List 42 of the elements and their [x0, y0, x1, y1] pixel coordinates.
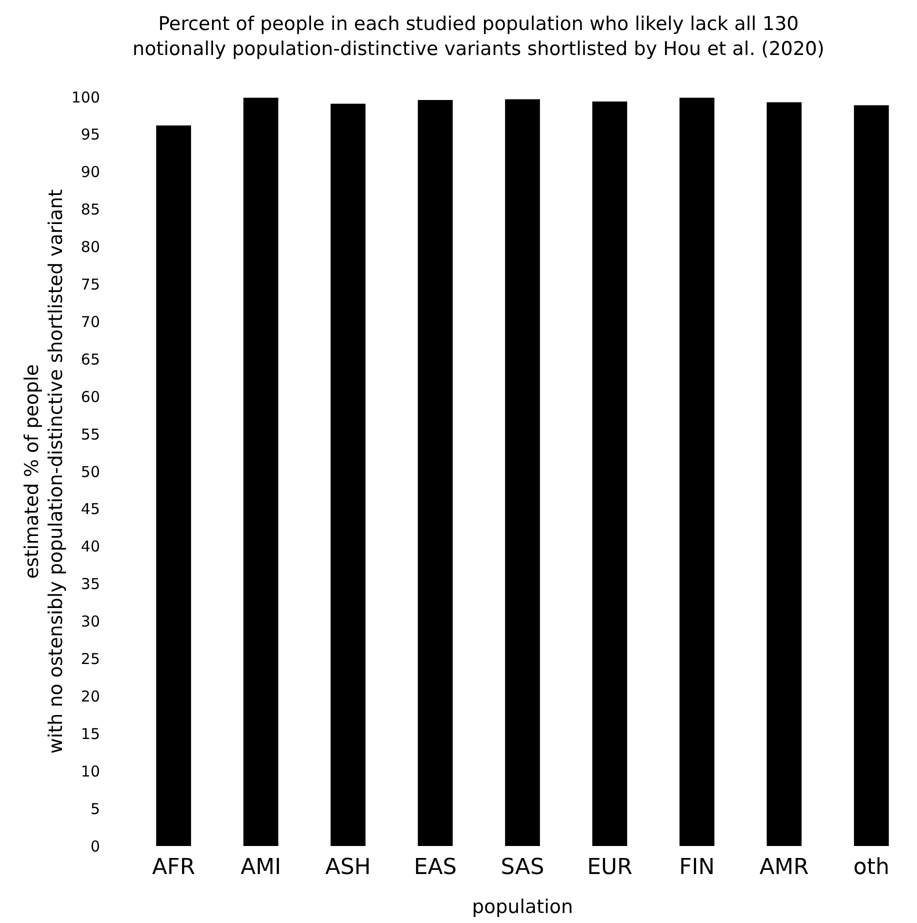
y-tick-label: 0 — [90, 837, 100, 856]
x-tick-label: FIN — [679, 855, 715, 880]
x-tick-label: AMI — [240, 855, 282, 880]
y-tick-label: 55 — [80, 425, 100, 444]
y-tick-label: 5 — [90, 800, 100, 818]
y-tick-label: 90 — [80, 163, 100, 182]
y-tick-label: 65 — [80, 350, 100, 368]
y-tick-label: 75 — [80, 276, 100, 294]
x-tick-label: AFR — [152, 855, 196, 880]
y-tick-label: 85 — [80, 200, 100, 219]
y-axis-title: estimated % of people with no ostensibly population-distinctive shortlisted variant — [21, 189, 67, 754]
bar — [156, 125, 192, 846]
bar — [854, 105, 889, 846]
bar — [418, 100, 453, 846]
y-tick-label: 45 — [80, 500, 100, 518]
y-tick-label: 95 — [80, 126, 100, 144]
x-tick-label: EAS — [414, 855, 457, 880]
y-tick-label: 40 — [80, 538, 100, 556]
y-tick-label: 10 — [80, 762, 100, 780]
bar — [330, 104, 366, 846]
y-tick-label: 35 — [80, 575, 100, 594]
y-tick-label: 100 — [71, 88, 100, 106]
x-tick-label: SAS — [500, 855, 544, 880]
y-tick-label: 25 — [80, 650, 100, 668]
y-tick-label: 80 — [80, 238, 100, 256]
x-axis-title: population — [472, 896, 574, 918]
bar — [766, 102, 802, 846]
x-tick-label: EUR — [587, 855, 632, 880]
x-tick-label: ASH — [325, 855, 371, 880]
y-tick-label: 60 — [80, 388, 100, 406]
y-tick-label: 15 — [80, 724, 100, 743]
y-tick-label: 20 — [80, 687, 100, 706]
x-tick-label: oth — [853, 855, 890, 880]
bar — [680, 98, 714, 846]
y-tick-label: 70 — [80, 312, 100, 331]
chart-title: Percent of people in each studied population who likely lack all 130 notionally population-distinctive variants shortlisted by Hou et al. (2020) — [132, 13, 824, 60]
bar — [592, 101, 628, 846]
y-tick-label: 50 — [80, 462, 100, 481]
bar — [243, 98, 278, 846]
x-tick-label: AMR — [760, 855, 809, 880]
y-tick-label: 30 — [80, 612, 100, 631]
bar — [505, 99, 540, 846]
